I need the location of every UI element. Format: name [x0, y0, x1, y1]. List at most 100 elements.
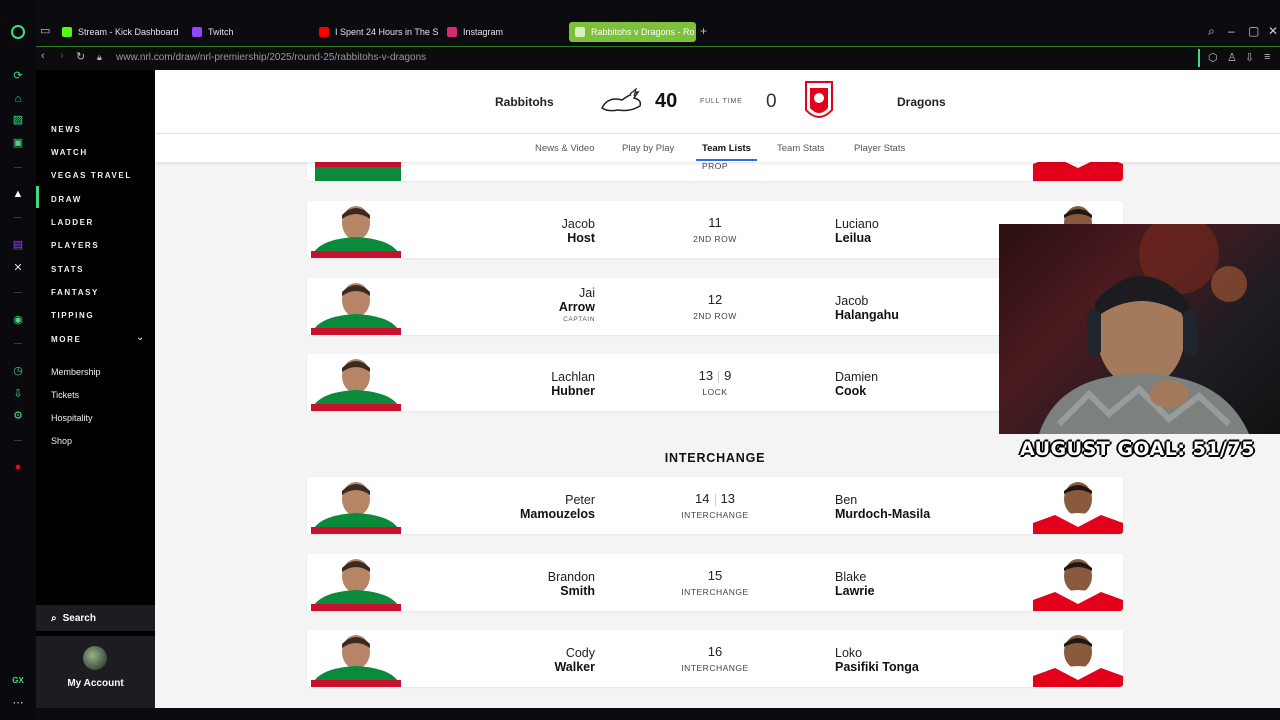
- match-header: Rabbitohs 40 FULL TIME 0 Dragons: [155, 70, 1280, 134]
- home-last-name[interactable]: Hubner: [551, 384, 595, 398]
- home-last-name[interactable]: Smith: [560, 584, 595, 598]
- lock-icon: 🔒︎: [97, 52, 102, 62]
- maximize-icon[interactable]: ▢: [1248, 24, 1260, 38]
- nav-tipping[interactable]: TIPPING: [51, 311, 95, 320]
- youtube-icon: [319, 27, 329, 37]
- tab-twitch[interactable]: Twitch: [186, 22, 310, 42]
- nav-hospitality[interactable]: Hospitality: [51, 413, 93, 423]
- tab-kick[interactable]: Stream - Kick Dashboard: [56, 22, 182, 42]
- position-label: 2ND ROW: [693, 234, 737, 244]
- extensions-icon[interactable]: ⬡: [1208, 52, 1218, 64]
- forward-icon[interactable]: ›: [60, 50, 64, 62]
- bag-icon[interactable]: ⌂: [14, 93, 22, 105]
- nav-draw[interactable]: DRAW: [51, 195, 82, 204]
- nav-tickets[interactable]: Tickets: [51, 390, 80, 400]
- url-field[interactable]: www.nrl.com/draw/nrl-premiership/2025/ro…: [116, 52, 427, 63]
- twitch-icon[interactable]: ▤: [12, 239, 24, 251]
- refresh-icon[interactable]: ⟳: [13, 70, 23, 82]
- nav-ladder[interactable]: LADDER: [51, 218, 94, 227]
- close-icon[interactable]: ✕: [1268, 24, 1279, 38]
- home-last-name[interactable]: Mamouzelos: [519, 507, 595, 521]
- home-last-name[interactable]: Arrow: [558, 300, 595, 314]
- active-tab-underline: [696, 159, 757, 161]
- home-first-name: Jacob: [561, 217, 595, 231]
- goal-overlay-text: AUGUST GOAL: 51/75: [1020, 438, 1255, 460]
- tab-youtube[interactable]: I Spent 24 Hours in The S: [313, 22, 438, 42]
- away-last-name[interactable]: Lawrie: [835, 584, 875, 598]
- away-last-name[interactable]: Cook: [835, 384, 867, 398]
- away-first-name: Loko: [835, 646, 863, 660]
- nav-membership[interactable]: Membership: [51, 367, 101, 377]
- nrl-tab-icon: [575, 27, 585, 37]
- home-team-name[interactable]: Rabbitohs: [495, 95, 554, 109]
- tab-news-video[interactable]: News & Video: [535, 143, 595, 154]
- tab-play-by-play[interactable]: Play by Play: [622, 143, 675, 154]
- tab-nrl[interactable]: Rabbitohs v Dragons - Ro: [569, 22, 696, 42]
- away-player-photo: [1033, 477, 1123, 534]
- home-player-photo: [311, 630, 401, 687]
- minimize-icon[interactable]: –: [1228, 24, 1235, 38]
- tab-team-lists[interactable]: Team Lists: [702, 143, 751, 154]
- opera-gx-logo-icon[interactable]: [11, 25, 25, 39]
- download-icon[interactable]: ⇩: [1245, 52, 1255, 64]
- nav-players[interactable]: PLAYERS: [51, 241, 100, 250]
- address-bar: ‹ › ↻ 🔒︎ www.nrl.com/draw/nrl-premiershi…: [36, 46, 1280, 68]
- recording-icon[interactable]: ●: [14, 461, 22, 473]
- profile-icon[interactable]: ♙: [1227, 52, 1237, 64]
- away-last-name[interactable]: Halangahu: [835, 308, 899, 322]
- kick-icon: [62, 27, 72, 37]
- nav-watch[interactable]: WATCH: [51, 148, 88, 157]
- tab-team-stats[interactable]: Team Stats: [777, 143, 825, 154]
- away-player-photo: [1033, 630, 1123, 687]
- menu-icon[interactable]: ≡: [1264, 51, 1271, 63]
- jersey-number: 12: [707, 292, 723, 307]
- gx-corner-icon[interactable]: ▨: [12, 114, 24, 126]
- tab-instagram[interactable]: Instagram: [441, 22, 566, 42]
- workspaces-icon[interactable]: ▭: [40, 25, 51, 37]
- search-button[interactable]: ⌕ Search: [36, 605, 155, 631]
- settings-icon[interactable]: ⚙: [13, 410, 23, 422]
- messenger-icon[interactable]: ▣: [12, 137, 24, 149]
- active-indicator: [36, 186, 39, 208]
- table-row[interactable]: Peter Mamouzelos 14 13 INTERCHANGE Ben Mu…: [307, 477, 1123, 534]
- twitch-tab-icon: [192, 27, 202, 37]
- away-last-name[interactable]: Leilua: [835, 231, 872, 245]
- away-team-name[interactable]: Dragons: [897, 95, 946, 109]
- jersey-number: 15: [707, 568, 723, 583]
- history-icon[interactable]: ◷: [13, 365, 23, 377]
- home-player-photo: [311, 554, 401, 611]
- nav-vegas-travel[interactable]: VEGAS TRAVEL: [51, 171, 132, 180]
- nav-shop[interactable]: Shop: [51, 436, 73, 446]
- home-last-name[interactable]: Host: [567, 231, 595, 245]
- downloads-icon[interactable]: ⇩: [13, 388, 23, 400]
- nav-fantasy[interactable]: FANTASY: [51, 288, 99, 297]
- reload-icon[interactable]: ↻: [76, 51, 86, 63]
- x-icon[interactable]: ✕: [13, 262, 23, 274]
- home-first-name: Lachlan: [551, 370, 595, 384]
- away-last-name[interactable]: Murdoch-Masila: [835, 507, 931, 521]
- instagram-icon: [447, 27, 457, 37]
- chevron-down-icon[interactable]: ⌄: [136, 332, 145, 343]
- jersey-number: 16: [707, 644, 723, 659]
- player-icon[interactable]: ◉: [13, 314, 23, 326]
- away-score: 0: [766, 91, 777, 112]
- tab-player-stats[interactable]: Player Stats: [854, 143, 906, 154]
- nrl-sidebar: NEWS WATCH VEGAS TRAVEL DRAW LADDER PLAY…: [36, 70, 155, 708]
- table-row[interactable]: Cody Walker 16 INTERCHANGE Loko Pasifiki…: [307, 630, 1123, 687]
- position-label: INTERCHANGE: [681, 663, 749, 673]
- nav-more[interactable]: MORE: [51, 335, 82, 344]
- nrl-app-icon[interactable]: ▲: [12, 188, 24, 200]
- more-dots-icon[interactable]: ⋯: [12, 697, 24, 709]
- new-tab-icon[interactable]: +: [700, 24, 708, 38]
- avatar: [83, 646, 107, 670]
- home-last-name[interactable]: Walker: [554, 660, 595, 674]
- away-last-name[interactable]: Pasifiki Tonga: [835, 660, 919, 674]
- table-row[interactable]: Brandon Smith 15 INTERCHANGE Blake Lawri…: [307, 554, 1123, 611]
- back-icon[interactable]: ‹: [41, 50, 45, 62]
- account-button[interactable]: My Account: [36, 636, 155, 708]
- rabbitohs-logo-icon: [601, 88, 642, 112]
- away-player-photo: [1033, 554, 1123, 611]
- nav-stats[interactable]: STATS: [51, 265, 85, 274]
- search-tabs-icon[interactable]: ⌕: [1208, 24, 1215, 38]
- nav-news[interactable]: NEWS: [51, 125, 82, 134]
